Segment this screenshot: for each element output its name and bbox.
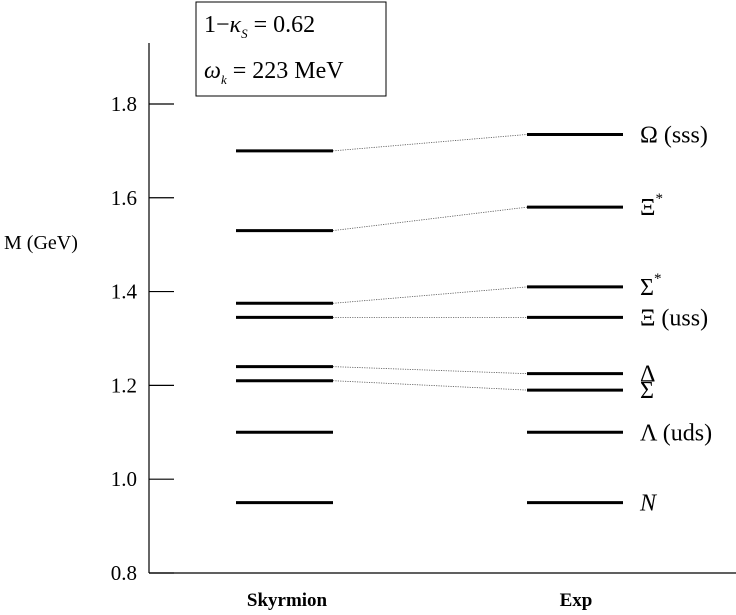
connector-lines (332, 134, 528, 391)
y-tick-label: 1.2 (111, 373, 137, 397)
category-label: Exp (560, 590, 593, 611)
particle-label: Ξ* (640, 191, 663, 221)
particle-labels: N Λ (uds) ΣΔ Ξ (uss) Σ* Ξ* Ω (sss) (639, 122, 712, 516)
particle-label: Ξ (uss) (640, 305, 708, 331)
connector-line (332, 206, 528, 232)
energy-levels (236, 132, 623, 505)
parameter-omega: ωk = 223 MeV (204, 58, 344, 87)
y-axis-title: M (GeV) (4, 232, 78, 254)
y-tick-label: 1.8 (111, 92, 137, 116)
category-labels: Skyrmion Exp (247, 590, 593, 611)
connector-line (332, 380, 528, 391)
particle-label: Σ (640, 378, 654, 404)
particle-label: Σ* (640, 271, 661, 301)
particle-label: N (639, 491, 658, 517)
particle-label: Δ (640, 362, 655, 388)
parameter-kappa: 1−κS = 0.62 (204, 12, 315, 41)
connector-line (332, 286, 528, 304)
particle-label: Λ (uds) (640, 420, 712, 446)
y-tick-label: 1.6 (111, 186, 137, 210)
y-tick-label: 1.0 (111, 467, 137, 491)
connector-line (332, 134, 528, 152)
connector-line (332, 366, 528, 375)
particle-label: Ω (sss) (640, 122, 708, 148)
parameter-box: 1−κS = 0.62 ωk = 223 MeV (195, 1, 387, 97)
category-label: Skyrmion (247, 590, 328, 611)
y-tick-label: 1.4 (111, 280, 138, 304)
y-ticks: 0.8 1.0 1.2 1.4 1.6 1.8 (111, 92, 174, 585)
y-tick-label: 0.8 (111, 561, 137, 585)
